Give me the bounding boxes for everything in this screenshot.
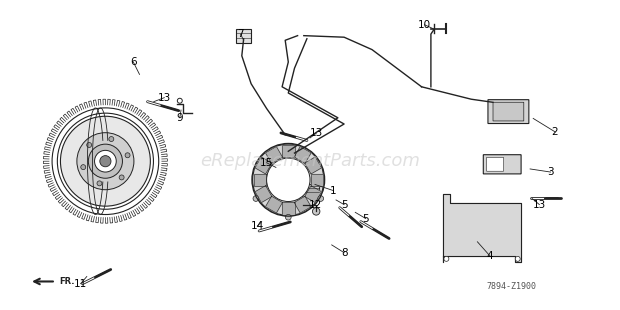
FancyBboxPatch shape [488, 100, 529, 123]
Text: 15: 15 [260, 158, 273, 168]
Text: 13: 13 [157, 93, 171, 103]
Text: 7: 7 [237, 29, 244, 39]
Circle shape [61, 116, 150, 206]
Polygon shape [294, 196, 311, 213]
Circle shape [97, 181, 102, 186]
Text: 7894-Z1900: 7894-Z1900 [487, 282, 537, 291]
Polygon shape [443, 194, 521, 262]
Circle shape [77, 133, 134, 190]
Bar [236, 29, 252, 42]
Circle shape [444, 256, 449, 261]
Polygon shape [254, 174, 266, 186]
Polygon shape [282, 145, 294, 157]
Circle shape [87, 143, 92, 148]
Bar [301, 184, 319, 196]
Text: 13: 13 [309, 128, 323, 138]
Text: 10: 10 [418, 20, 432, 30]
Circle shape [89, 144, 123, 178]
Polygon shape [265, 196, 283, 213]
Text: 3: 3 [547, 167, 554, 177]
Circle shape [119, 175, 124, 180]
Circle shape [267, 158, 310, 202]
Text: FR.: FR. [59, 277, 74, 286]
Circle shape [318, 196, 324, 202]
Text: 4: 4 [487, 251, 493, 261]
Text: 11: 11 [74, 279, 87, 289]
Circle shape [312, 208, 320, 215]
Text: 8: 8 [341, 248, 347, 258]
Circle shape [100, 156, 111, 167]
Text: 5: 5 [363, 214, 369, 224]
Text: 1: 1 [330, 186, 337, 196]
Polygon shape [305, 157, 322, 174]
Polygon shape [282, 202, 294, 215]
Circle shape [285, 215, 291, 220]
FancyBboxPatch shape [493, 102, 524, 121]
Text: 5: 5 [341, 200, 347, 210]
Text: 14: 14 [250, 221, 264, 231]
FancyBboxPatch shape [484, 155, 521, 174]
Text: 6: 6 [130, 57, 136, 67]
Polygon shape [255, 157, 272, 174]
Circle shape [515, 256, 520, 261]
Circle shape [125, 153, 130, 158]
Circle shape [109, 137, 114, 142]
Polygon shape [305, 186, 322, 203]
Circle shape [253, 144, 324, 215]
Polygon shape [311, 174, 323, 186]
Circle shape [81, 165, 86, 170]
Text: eReplacementParts.com: eReplacementParts.com [200, 152, 420, 170]
Text: 2: 2 [552, 127, 558, 137]
Text: 13: 13 [533, 200, 546, 210]
Text: 12: 12 [308, 200, 322, 210]
Text: 9: 9 [177, 113, 183, 123]
Polygon shape [294, 147, 311, 163]
Circle shape [253, 196, 259, 202]
Polygon shape [255, 186, 272, 203]
Polygon shape [265, 147, 283, 163]
FancyBboxPatch shape [487, 157, 503, 171]
Circle shape [95, 150, 117, 172]
